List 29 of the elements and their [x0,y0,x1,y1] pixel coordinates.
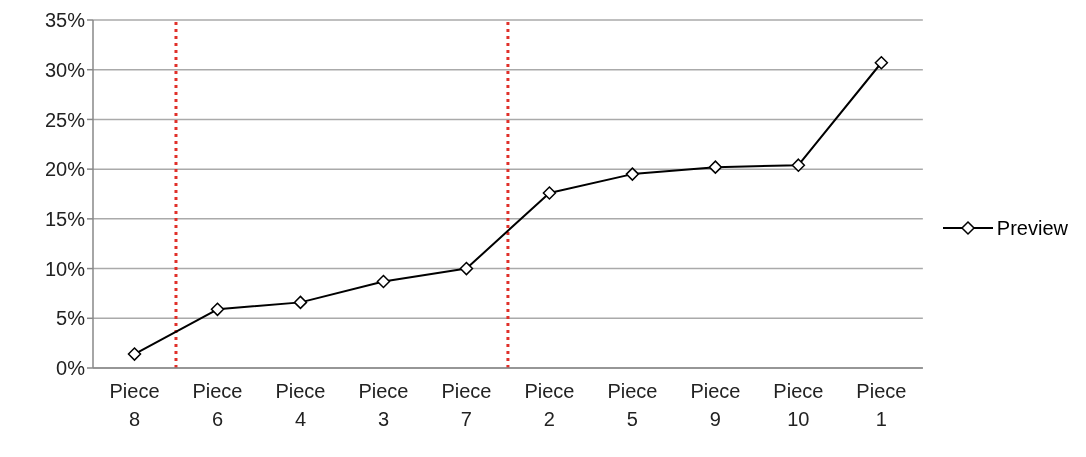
x-tick-label: Piece 2 [524,380,575,430]
point [874,56,889,70]
y-tick-label: 0% [56,357,86,380]
point [708,160,723,174]
point [293,295,308,310]
x-tick-label: Piece 8 [109,380,160,430]
point [376,274,391,289]
x-tick-label: Piece 4 [275,380,326,430]
x-tick-label: Piece 1 [856,380,907,430]
y-tick-label: 20% [44,158,86,181]
y-tick-label: 10% [44,257,86,280]
point [127,347,142,361]
x-tick-label: Piece 9 [690,380,741,430]
y-tick-label: 25% [44,108,86,131]
point [625,167,640,181]
x-tick-label: Piece 3 [358,380,409,430]
x-tick-label: Piece 10 [773,380,824,430]
y-tick-label: 30% [44,58,86,81]
y-tick-label: 15% [44,207,86,230]
point [459,261,474,276]
y-tick-label: 35% [44,9,86,32]
x-tick-label: Piece 6 [192,380,243,430]
point [791,158,806,172]
legend-label: Preview [996,216,1068,240]
x-tick-label: Piece 5 [607,380,658,430]
x-tick-label: Piece 7 [441,380,492,430]
y-tick-label: 5% [56,307,86,330]
point [210,302,225,317]
point [542,186,557,200]
